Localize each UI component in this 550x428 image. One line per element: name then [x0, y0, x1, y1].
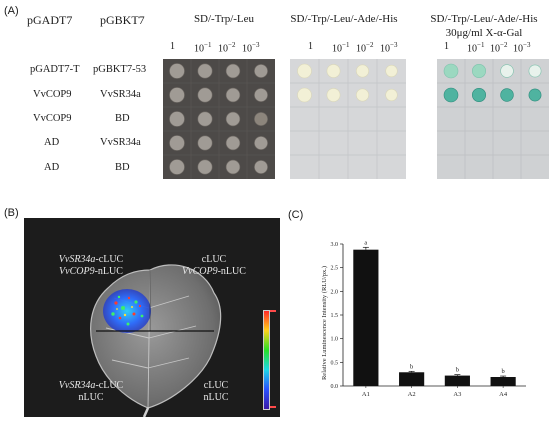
p2-colony-spot — [297, 63, 312, 79]
row-prey-2: VvCOP9 — [33, 89, 72, 100]
condition-label-2: SD/-Trp/-Leu/-Ade/-His — [290, 13, 398, 25]
plate-sd-qdo-xgal — [437, 59, 549, 179]
condition-label-3: SD/-Trp/-Leu/-Ade/-His — [430, 13, 538, 25]
significance-letter-A2: b — [410, 363, 413, 370]
dilution-label-2-2: 10−1 — [332, 41, 350, 55]
p3-colony-spot — [500, 64, 514, 78]
y-tick-label: 2.0 — [331, 289, 339, 295]
plate-sd-trp-leu — [163, 59, 275, 179]
p1-colony-spot — [169, 135, 185, 151]
y-tick-label: 3.0 — [331, 242, 339, 248]
p2-colony-spot — [385, 64, 398, 78]
scale-max-mark — [270, 310, 276, 312]
p1-colony-spot — [197, 63, 213, 79]
p3-colony-spot — [471, 87, 486, 102]
p3-colony-spot — [528, 88, 542, 102]
p1-colony-spot — [254, 112, 268, 126]
row-bait-1: pGBKT7-53 — [93, 64, 147, 75]
row-prey-4: AD — [44, 137, 60, 148]
row-prey-1: pGADT7-T — [30, 64, 80, 75]
row-prey-5: AD — [44, 162, 60, 173]
dilution-label-1-3: 10−2 — [218, 41, 236, 55]
dilution-label-2-4: 10−3 — [380, 41, 398, 55]
p1-colony-spot — [254, 160, 268, 174]
luminescence-color-scale — [263, 310, 270, 410]
bar-A2 — [399, 372, 425, 386]
p3-colony-spot — [471, 64, 486, 78]
p3-colony-spot — [500, 88, 514, 102]
p1-colony-spot — [225, 87, 241, 103]
p1-colony-spot — [225, 63, 241, 79]
p3-colony-spot — [443, 87, 459, 103]
label-bottom-left: VvSR34a-cLUC nLUC — [58, 380, 124, 403]
x-tick-label-A4: A4 — [499, 391, 508, 398]
dilution-label-1-2: 10−1 — [194, 41, 212, 55]
dilution-label-3-4: 10−3 — [513, 41, 531, 55]
condition-label-3-sub: 30μg/ml X-α-Gal — [445, 27, 523, 39]
p2-colony-spot — [297, 87, 312, 103]
p1-colony-spot — [254, 88, 268, 102]
row-bait-5: BD — [115, 162, 130, 173]
condition-label-1: SD/-Trp/-Leu — [193, 13, 255, 25]
p1-colony-spot — [225, 159, 241, 175]
panel-b-label: (B) — [4, 207, 19, 219]
scale-min-mark — [270, 406, 276, 408]
y-tick-label: 2.5 — [331, 266, 339, 272]
row-bait-3: BD — [115, 113, 130, 124]
y-axis-label: Relative Luminescence Intensity (RLU/px.… — [321, 266, 328, 380]
luciferase-leaf-image: VvSR34a-cLUC VvCOP9-nLUC cLUC VvCOP9-nLU… — [24, 218, 280, 417]
dilution-label-3-3: 10−2 — [490, 41, 508, 55]
p3-colony-spot — [443, 63, 459, 79]
significance-letter-A3: b — [456, 367, 459, 374]
y-tick-label: 1.5 — [331, 313, 339, 319]
p1-colony-spot — [197, 135, 213, 151]
p2-colony-spot — [385, 88, 398, 102]
x-tick-label-A3: A3 — [453, 391, 461, 398]
panel-c-label: (C) — [288, 209, 304, 221]
plate-sd-qdo — [290, 59, 406, 179]
significance-letter-A4: b — [502, 368, 505, 375]
luminescence-bar-chart: Relative Luminescence Intensity (RLU/px.… — [296, 228, 546, 423]
p3-colony-spot — [528, 64, 542, 78]
p1-colony-spot — [197, 111, 213, 127]
p2-colony-spot — [356, 64, 370, 78]
y-tick-label: 1.0 — [331, 337, 339, 343]
label-top-right: cLUC VvCOP9-nLUC — [182, 254, 246, 277]
dilution-label-3-2: 10−1 — [467, 41, 485, 55]
p1-colony-spot — [169, 111, 185, 127]
p1-colony-spot — [225, 111, 241, 127]
dilution-label-1-1: 1 — [170, 41, 175, 52]
row-bait-4: VvSR34a — [100, 137, 141, 148]
p1-colony-spot — [197, 159, 213, 175]
panel-a-label: (A) — [4, 5, 19, 17]
row-bait-2: VvSR34a — [100, 89, 141, 100]
p2-colony-spot — [326, 64, 341, 78]
label-top-left: VvSR34a-cLUC VvCOP9-nLUC — [58, 254, 124, 277]
p1-colony-spot — [197, 87, 213, 103]
significance-letter-A1: a — [364, 239, 367, 246]
p1-colony-spot — [169, 63, 185, 79]
x-tick-label-A2: A2 — [408, 391, 416, 398]
p1-colony-spot — [169, 87, 185, 103]
p1-colony-spot — [225, 135, 241, 151]
y-tick-label: 0.0 — [331, 384, 339, 390]
label-bottom-right: cLUC nLUC — [203, 380, 229, 403]
x-tick-label-A1: A1 — [362, 391, 370, 398]
p2-colony-spot — [326, 88, 341, 102]
row-prey-3: VvCOP9 — [33, 113, 72, 124]
p2-colony-spot — [356, 88, 370, 102]
bar-A3 — [444, 375, 470, 386]
p1-colony-spot — [254, 136, 268, 150]
bar-A1 — [353, 249, 379, 386]
column-header-prey: pGADT7 — [27, 13, 73, 27]
p1-colony-spot — [254, 64, 268, 78]
dilution-label-2-3: 10−2 — [356, 41, 374, 55]
column-header-bait: pGBKT7 — [100, 13, 145, 27]
dilution-label-2-1: 1 — [308, 41, 313, 52]
y-tick-label: 0.5 — [331, 360, 339, 366]
dilution-label-1-4: 10−3 — [242, 41, 260, 55]
p1-colony-spot — [169, 159, 185, 175]
bar-A4 — [490, 377, 516, 386]
dilution-label-3-1: 1 — [444, 41, 449, 52]
